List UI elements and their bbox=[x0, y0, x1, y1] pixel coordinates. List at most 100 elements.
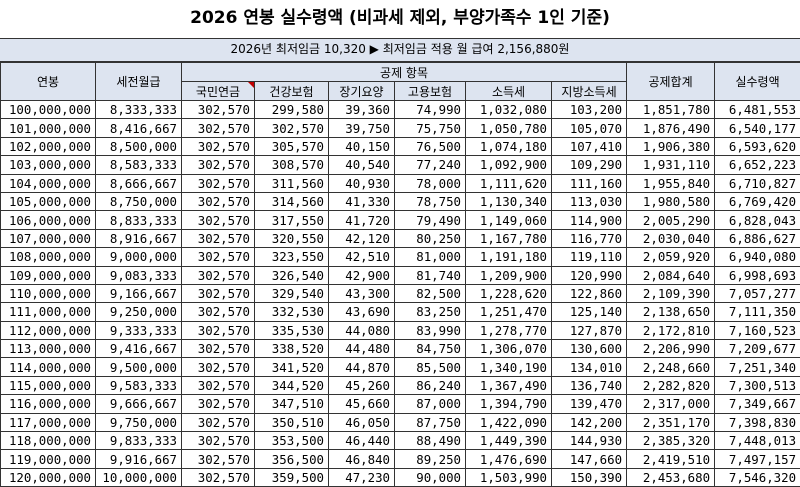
cell-national-pension: 302,570 bbox=[182, 340, 255, 358]
cell-national-pension: 302,570 bbox=[182, 211, 255, 229]
cell-long-term-care: 46,440 bbox=[329, 432, 395, 450]
cell-employment-insurance: 80,250 bbox=[395, 229, 466, 247]
cell-annual-salary: 120,000,000 bbox=[1, 468, 96, 486]
header-long-term-care: 장기요양 bbox=[329, 82, 395, 101]
cell-national-pension: 302,570 bbox=[182, 229, 255, 247]
cell-income-tax: 1,092,900 bbox=[466, 156, 552, 174]
cell-net-pay: 6,940,080 bbox=[715, 248, 800, 266]
cell-annual-salary: 111,000,000 bbox=[1, 303, 96, 321]
cell-net-pay: 7,398,830 bbox=[715, 413, 800, 431]
cell-net-pay: 7,546,320 bbox=[715, 468, 800, 486]
cell-annual-salary: 112,000,000 bbox=[1, 321, 96, 339]
cell-employment-insurance: 86,240 bbox=[395, 376, 466, 394]
cell-total-deduction: 2,282,820 bbox=[627, 376, 715, 394]
cell-national-pension: 302,570 bbox=[182, 395, 255, 413]
cell-national-pension: 302,570 bbox=[182, 376, 255, 394]
cell-national-pension: 302,570 bbox=[182, 303, 255, 321]
cell-health-insurance: 311,560 bbox=[255, 174, 329, 192]
cell-long-term-care: 45,260 bbox=[329, 376, 395, 394]
cell-employment-insurance: 75,750 bbox=[395, 119, 466, 137]
header-total-deduction: 공제합계 bbox=[627, 63, 715, 101]
cell-health-insurance: 341,520 bbox=[255, 358, 329, 376]
header-health-insurance: 건강보험 bbox=[255, 82, 329, 101]
cell-income-tax: 1,394,790 bbox=[466, 395, 552, 413]
cell-national-pension: 302,570 bbox=[182, 358, 255, 376]
cell-income-tax: 1,167,780 bbox=[466, 229, 552, 247]
cell-income-tax: 1,422,090 bbox=[466, 413, 552, 431]
cell-long-term-care: 40,150 bbox=[329, 137, 395, 155]
cell-national-pension: 302,570 bbox=[182, 432, 255, 450]
cell-health-insurance: 359,500 bbox=[255, 468, 329, 486]
cell-income-tax: 1,209,900 bbox=[466, 266, 552, 284]
cell-long-term-care: 41,330 bbox=[329, 192, 395, 210]
cell-net-pay: 6,540,177 bbox=[715, 119, 800, 137]
cell-total-deduction: 2,453,680 bbox=[627, 468, 715, 486]
cell-net-pay: 6,652,223 bbox=[715, 156, 800, 174]
cell-local-income-tax: 144,930 bbox=[552, 432, 627, 450]
cell-national-pension: 302,570 bbox=[182, 192, 255, 210]
cell-monthly-salary: 8,833,333 bbox=[96, 211, 182, 229]
cell-total-deduction: 2,419,510 bbox=[627, 450, 715, 468]
cell-local-income-tax: 125,140 bbox=[552, 303, 627, 321]
cell-income-tax: 1,130,340 bbox=[466, 192, 552, 210]
cell-long-term-care: 44,480 bbox=[329, 340, 395, 358]
cell-national-pension: 302,570 bbox=[182, 174, 255, 192]
cell-local-income-tax: 114,900 bbox=[552, 211, 627, 229]
cell-national-pension: 302,570 bbox=[182, 266, 255, 284]
cell-health-insurance: 308,570 bbox=[255, 156, 329, 174]
cell-income-tax: 1,503,990 bbox=[466, 468, 552, 486]
cell-national-pension: 302,570 bbox=[182, 101, 255, 119]
cell-income-tax: 1,278,770 bbox=[466, 321, 552, 339]
cell-local-income-tax: 111,160 bbox=[552, 174, 627, 192]
cell-employment-insurance: 76,500 bbox=[395, 137, 466, 155]
cell-long-term-care: 46,840 bbox=[329, 450, 395, 468]
cell-total-deduction: 2,084,640 bbox=[627, 266, 715, 284]
cell-employment-insurance: 85,500 bbox=[395, 358, 466, 376]
cell-national-pension: 302,570 bbox=[182, 284, 255, 302]
cell-total-deduction: 2,030,040 bbox=[627, 229, 715, 247]
cell-long-term-care: 41,720 bbox=[329, 211, 395, 229]
cell-monthly-salary: 9,833,333 bbox=[96, 432, 182, 450]
cell-employment-insurance: 88,490 bbox=[395, 432, 466, 450]
cell-annual-salary: 100,000,000 bbox=[1, 101, 96, 119]
cell-annual-salary: 105,000,000 bbox=[1, 192, 96, 210]
cell-total-deduction: 2,317,000 bbox=[627, 395, 715, 413]
cell-long-term-care: 42,510 bbox=[329, 248, 395, 266]
cell-long-term-care: 40,930 bbox=[329, 174, 395, 192]
cell-local-income-tax: 142,200 bbox=[552, 413, 627, 431]
cell-net-pay: 6,828,043 bbox=[715, 211, 800, 229]
cell-long-term-care: 43,690 bbox=[329, 303, 395, 321]
cell-monthly-salary: 9,666,667 bbox=[96, 395, 182, 413]
cell-local-income-tax: 127,870 bbox=[552, 321, 627, 339]
cell-long-term-care: 47,230 bbox=[329, 468, 395, 486]
cell-health-insurance: 320,550 bbox=[255, 229, 329, 247]
cell-local-income-tax: 122,860 bbox=[552, 284, 627, 302]
cell-national-pension: 302,570 bbox=[182, 156, 255, 174]
cell-monthly-salary: 8,916,667 bbox=[96, 229, 182, 247]
cell-health-insurance: 329,540 bbox=[255, 284, 329, 302]
cell-monthly-salary: 8,416,667 bbox=[96, 119, 182, 137]
cell-health-insurance: 335,530 bbox=[255, 321, 329, 339]
cell-monthly-salary: 9,250,000 bbox=[96, 303, 182, 321]
cell-income-tax: 1,367,490 bbox=[466, 376, 552, 394]
cell-monthly-salary: 9,500,000 bbox=[96, 358, 182, 376]
cell-net-pay: 7,209,677 bbox=[715, 340, 800, 358]
cell-annual-salary: 116,000,000 bbox=[1, 395, 96, 413]
cell-health-insurance: 326,540 bbox=[255, 266, 329, 284]
cell-annual-salary: 118,000,000 bbox=[1, 432, 96, 450]
cell-long-term-care: 45,660 bbox=[329, 395, 395, 413]
cell-net-pay: 6,769,420 bbox=[715, 192, 800, 210]
cell-health-insurance: 356,500 bbox=[255, 450, 329, 468]
cell-income-tax: 1,228,620 bbox=[466, 284, 552, 302]
cell-total-deduction: 2,351,170 bbox=[627, 413, 715, 431]
cell-net-pay: 7,349,667 bbox=[715, 395, 800, 413]
cell-annual-salary: 101,000,000 bbox=[1, 119, 96, 137]
cell-monthly-salary: 9,166,667 bbox=[96, 284, 182, 302]
cell-annual-salary: 107,000,000 bbox=[1, 229, 96, 247]
